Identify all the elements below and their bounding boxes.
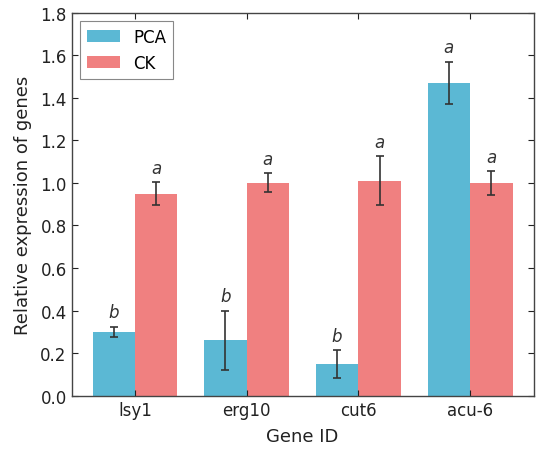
Bar — [204, 341, 246, 396]
Legend: PCA, CK: PCA, CK — [80, 22, 173, 80]
Text: a: a — [151, 159, 161, 177]
Bar — [359, 182, 401, 396]
Text: a: a — [444, 39, 454, 57]
Bar — [92, 332, 135, 396]
Bar — [427, 84, 470, 396]
Text: a: a — [263, 151, 273, 169]
Bar — [135, 194, 178, 396]
X-axis label: Gene ID: Gene ID — [266, 427, 339, 445]
Bar — [470, 183, 513, 396]
Text: a: a — [486, 149, 497, 167]
Text: b: b — [108, 303, 119, 322]
Y-axis label: Relative expression of genes: Relative expression of genes — [14, 76, 32, 334]
Bar — [246, 183, 289, 396]
Text: a: a — [375, 134, 384, 152]
Bar — [316, 364, 359, 396]
Text: b: b — [220, 288, 230, 306]
Text: b: b — [332, 327, 343, 345]
